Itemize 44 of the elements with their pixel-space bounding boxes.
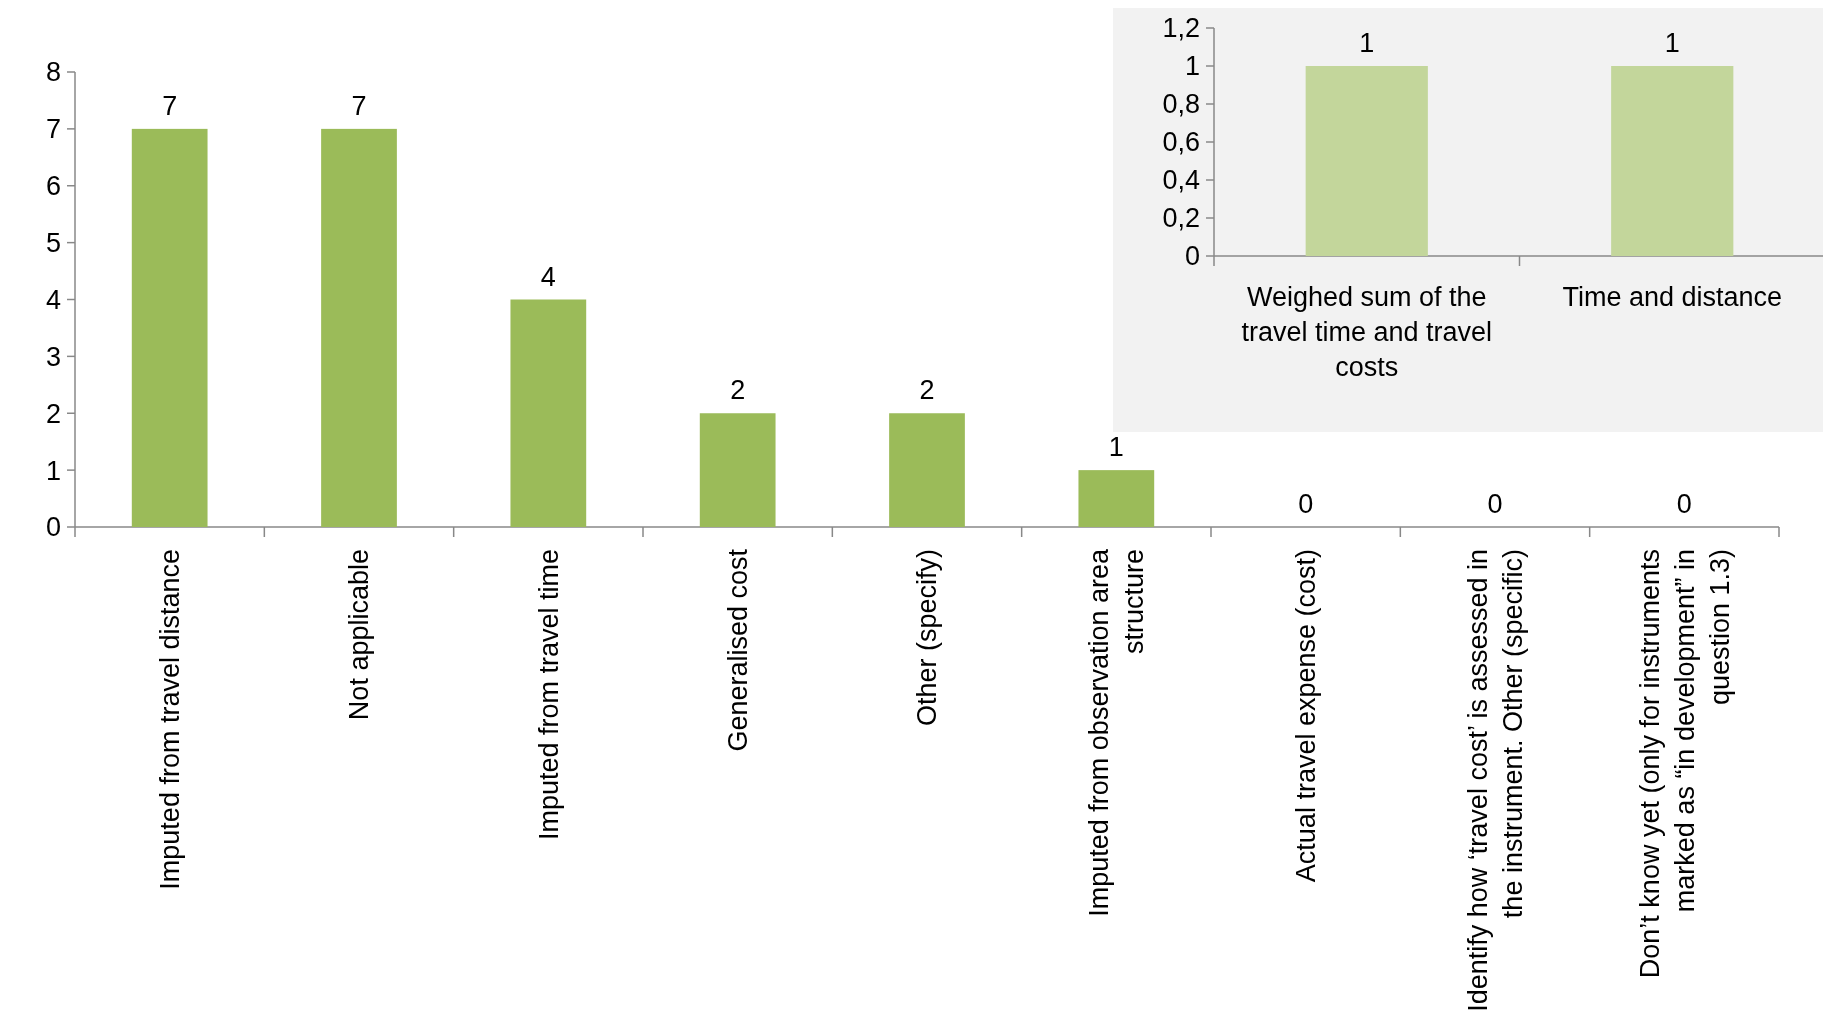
data-label: 2: [919, 375, 935, 406]
x-tick-label: Not applicable: [344, 549, 375, 721]
y-tick-label: 0: [1184, 241, 1200, 272]
x-tick-label: Imputed from travel distance: [155, 549, 186, 890]
data-label: 1: [1664, 28, 1680, 58]
bar: [510, 299, 587, 527]
data-label: 0: [1487, 489, 1503, 519]
data-label: 4: [540, 261, 556, 292]
y-tick-label: 1,2: [1162, 13, 1200, 44]
y-tick-label: 0,4: [1162, 165, 1200, 196]
x-tick-label: Weighed sum of the travel time and travel costs: [1241, 282, 1493, 383]
bar: [131, 128, 208, 527]
x-tick-label: Time and distance: [1562, 282, 1783, 312]
x-tick-label: Imputed from travel time: [533, 549, 564, 841]
data-label: 7: [351, 90, 367, 121]
y-tick-label: 4: [45, 284, 61, 315]
bar: [889, 413, 965, 527]
y-tick-label: 0,6: [1162, 127, 1200, 158]
y-tick-label: 1: [45, 455, 61, 486]
bar: [699, 413, 776, 527]
x-tick-label: Actual travel expense (cost): [1291, 549, 1322, 883]
y-tick-label: 0,2: [1162, 203, 1200, 234]
data-label: 2: [730, 375, 746, 406]
y-tick-label: 8: [45, 57, 61, 88]
x-tick-label: Other (specify): [912, 549, 943, 727]
bar: [321, 128, 397, 527]
y-tick-label: 0: [45, 512, 61, 543]
x-tick-label: Identify how ‘travel cost’ is assessed in the instrument. Other (specific): [1462, 549, 1528, 1012]
data-label: 0: [1298, 489, 1314, 519]
y-tick-label: 2: [45, 398, 61, 429]
y-tick-label: 3: [45, 341, 61, 372]
y-tick-label: 5: [45, 228, 61, 259]
x-tick-label: Imputed from observation area structure: [1084, 548, 1150, 917]
data-label: 0: [1676, 489, 1692, 519]
data-label: 1: [1108, 432, 1124, 463]
bar: [1078, 470, 1155, 527]
y-tick-label: 1: [1184, 51, 1200, 82]
y-tick-label: 7: [45, 114, 61, 145]
x-tick-label: Don’t know yet (only for instruments marked as “in development” in question 1.3): [1634, 549, 1735, 979]
data-label: 1: [1359, 28, 1375, 58]
y-tick-label: 0,8: [1162, 89, 1200, 120]
y-tick-label: 6: [45, 171, 61, 202]
x-tick-label: Generalised cost: [723, 548, 754, 752]
data-label: 7: [162, 90, 178, 121]
